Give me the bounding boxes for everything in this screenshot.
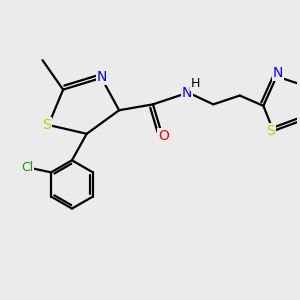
Text: Cl: Cl [21,161,33,174]
Text: O: O [158,129,169,143]
Text: S: S [266,124,275,138]
Text: N: N [182,85,192,100]
Text: H: H [191,77,200,90]
Text: S: S [43,118,51,132]
Text: N: N [97,70,107,84]
Text: N: N [273,66,283,80]
